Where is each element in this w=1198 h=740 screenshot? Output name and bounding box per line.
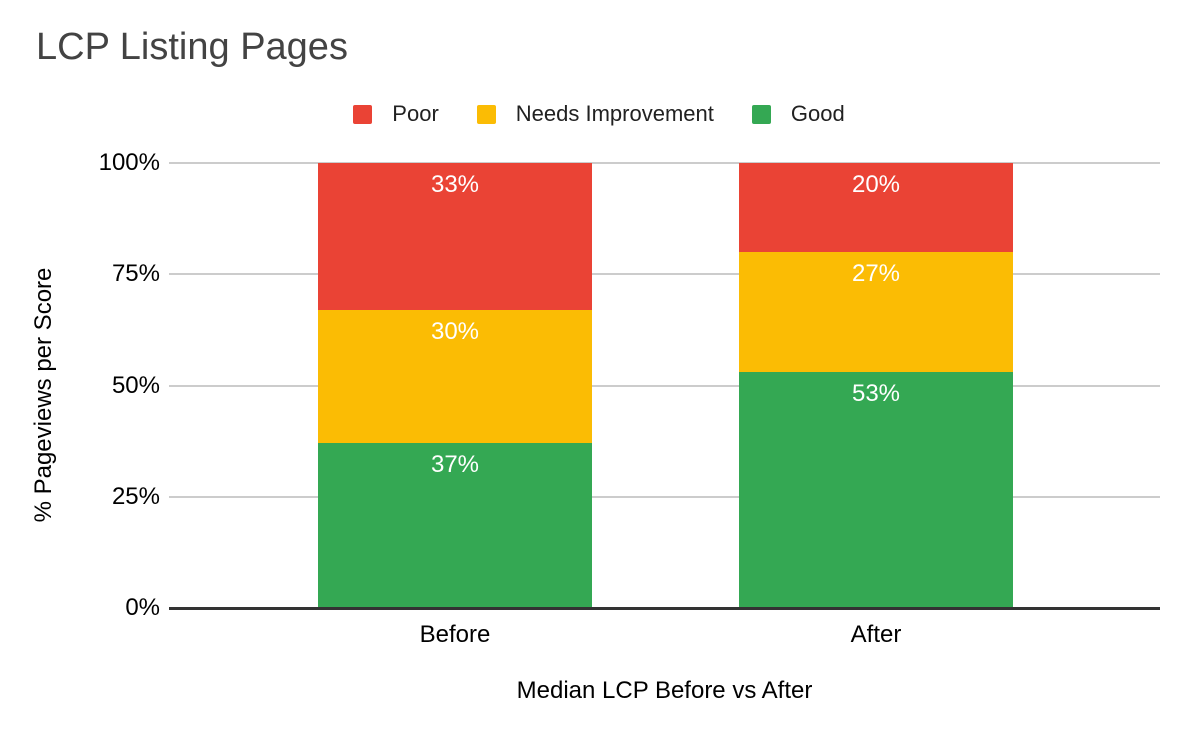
y-tick-label: 50% [111,371,160,399]
legend-item-poor: Poor [353,101,439,127]
segment-value-label: 53% [851,380,901,408]
segment-value-label: 37% [430,451,480,479]
legend-label: Poor [392,101,439,126]
segment-value-label: 30% [430,317,480,345]
y-tick-label: 25% [111,482,160,510]
segment-needs-improvement: 27% [739,252,1013,373]
legend-label: Needs Improvement [515,101,714,126]
gridline-75 [169,273,1160,276]
x-category-label-before: Before [419,621,491,648]
bar-after: 53% 27% 20% [739,163,1013,608]
segment-poor: 20% [739,163,1013,252]
segment-value-label: 33% [430,171,480,198]
segment-value-label: 20% [851,171,901,198]
legend-item-needs-improvement: Needs Improvement [476,101,714,127]
gridline-50 [169,384,1160,387]
segment-good: 37% [318,443,592,608]
segment-poor: 33% [318,163,592,310]
y-tick-label: 0% [125,594,160,621]
segment-needs-improvement: 30% [318,309,592,444]
chart-title: LCP Listing Pages [36,26,348,68]
x-axis-line [169,607,1160,610]
y-tick-label: 100% [98,149,160,176]
segment-value-label: 27% [851,260,901,287]
bar-before: 37% 30% 33% [318,163,592,608]
legend-label: Good [790,101,845,126]
legend-swatch-icon [751,104,771,124]
y-tick-label: 75% [111,260,160,288]
gridline-100 [169,162,1160,164]
legend-item-good: Good [751,101,845,127]
legend-swatch-icon [353,104,373,124]
segment-good: 53% [739,372,1013,608]
x-category-label-after: After [850,621,902,648]
x-axis-title: Median LCP Before vs After [516,677,813,704]
legend-swatch-icon [476,104,496,124]
gridline-25 [169,495,1160,498]
legend: Poor Needs Improvement Good [0,100,1198,128]
